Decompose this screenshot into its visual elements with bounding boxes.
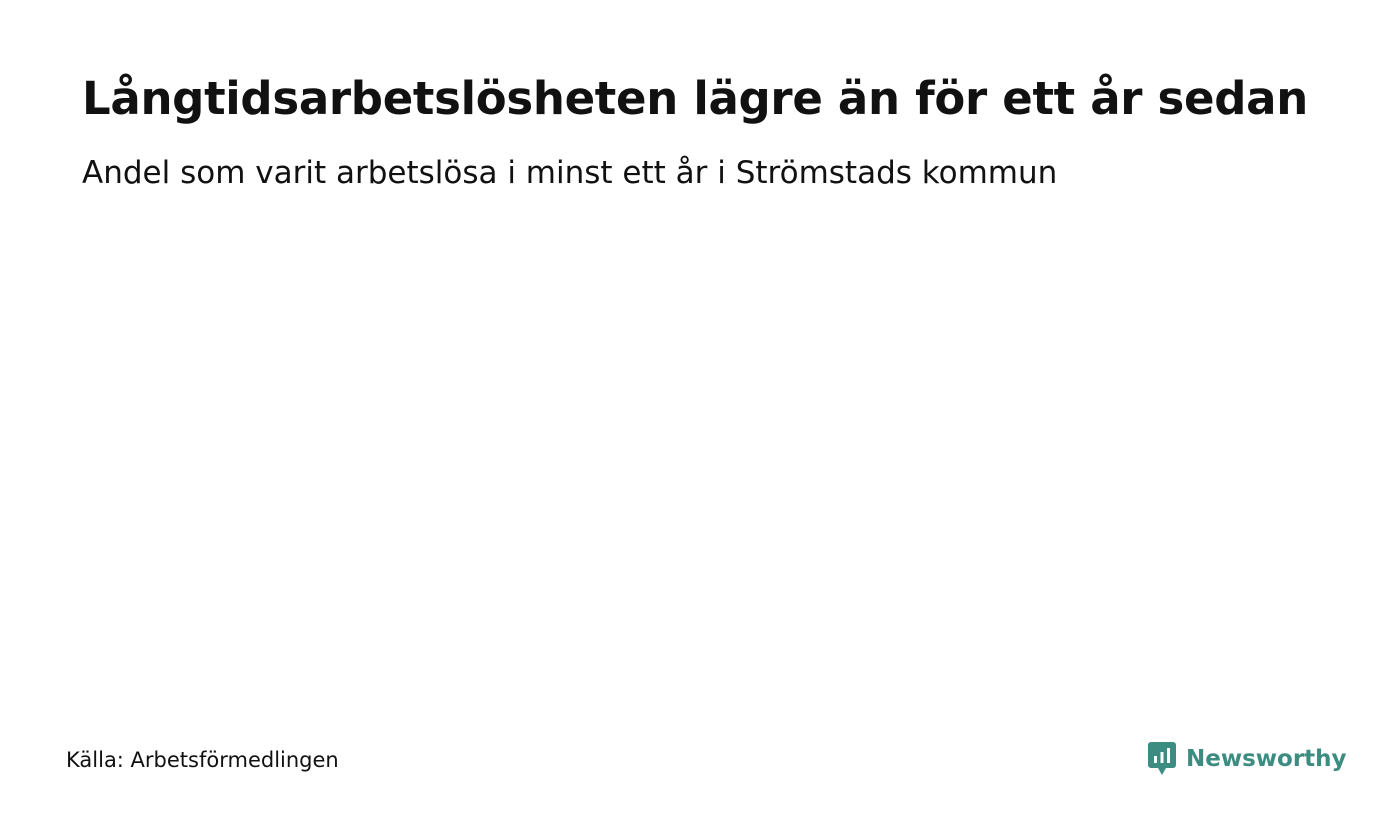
newsworthy-logo-icon [1148, 742, 1176, 775]
chart-title: Långtidsarbetslösheten lägre än för ett … [82, 72, 1308, 125]
chart-subtitle: Andel som varit arbetslösa i minst ett å… [82, 155, 1058, 191]
brand-logo: Newsworthy [1148, 742, 1347, 776]
source-note: Källa: Arbetsförmedlingen [66, 748, 339, 772]
brand-name: Newsworthy [1186, 746, 1347, 772]
